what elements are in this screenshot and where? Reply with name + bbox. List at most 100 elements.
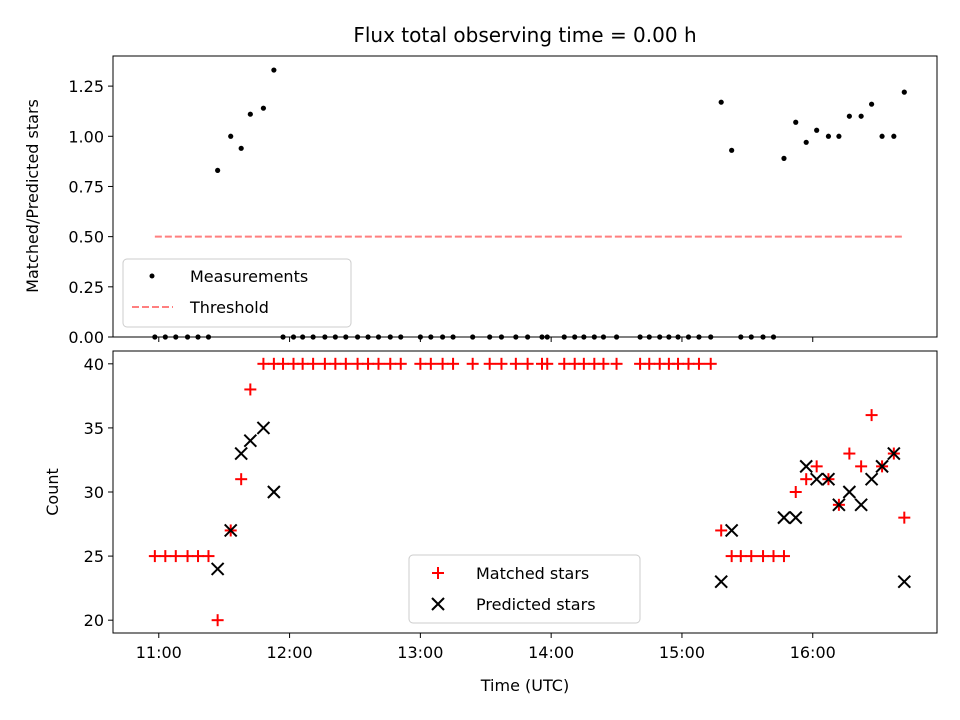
predicted-stars-point [724, 523, 739, 538]
matched-stars-point [307, 357, 320, 370]
bottom-panel: 20 25 30 35 40 11:00 12:00 13:00 14:00 15:00 16:00… [43, 350, 938, 695]
measurement-point [825, 133, 832, 139]
legend-matched-label: Matched stars [476, 564, 589, 583]
measurement-point [879, 133, 885, 139]
matched-stars-point [757, 550, 770, 563]
matched-stars-point [318, 357, 331, 370]
measurement-point [729, 147, 735, 153]
matched-stars-point [159, 550, 172, 563]
matched-stars-point [148, 550, 161, 563]
x-axis-label: Time (UTC) [480, 676, 569, 695]
matched-stars-point [235, 473, 248, 486]
matched-stars-point [692, 357, 705, 370]
bottom-y-tick-label: 30 [84, 483, 104, 502]
predicted-stars-point [842, 485, 857, 499]
matched-stars-point [414, 357, 427, 370]
matched-stars-point [296, 357, 309, 370]
top-legend-box [122, 258, 352, 328]
legend-measurements-marker [149, 273, 155, 279]
measurement-point [271, 67, 277, 73]
matched-stars-point [521, 357, 534, 370]
top-plot-area [152, 67, 907, 340]
matched-stars-point [810, 460, 823, 473]
matched-stars-point [211, 614, 224, 627]
matched-stars-point [394, 357, 407, 370]
legend-threshold-label: Threshold [189, 298, 269, 317]
top-y-tick-label: 0.50 [68, 228, 104, 247]
matched-stars-point [329, 357, 342, 370]
matched-stars-point [202, 550, 215, 563]
legend-matched-marker [432, 567, 444, 579]
legend-predicted-label: Predicted stars [476, 595, 596, 614]
predicted-stars-point [789, 510, 803, 525]
top-legend: Measurements Threshold [122, 258, 352, 328]
matched-stars-point [483, 357, 496, 370]
predicted-stars-point [875, 459, 889, 474]
matched-stars-point [898, 511, 911, 524]
top-y-tick-label: 1.00 [68, 127, 104, 146]
x-tick-label: 13:00 [397, 643, 443, 662]
predicted-stars-point [864, 472, 879, 486]
top-y-tick-label: 0.00 [68, 328, 104, 347]
matched-stars-point [541, 357, 554, 370]
chart-title: Flux total observing time = 0.00 h [353, 23, 696, 47]
legend-predicted-marker [431, 597, 445, 611]
top-y-tick-label: 0.25 [68, 278, 104, 297]
predicted-stars-point [799, 459, 813, 474]
top-axes-frame [112, 55, 938, 338]
legend-measurements-label: Measurements [190, 267, 308, 286]
measurement-point [247, 111, 253, 117]
matched-stars-point [610, 357, 623, 370]
bottom-ticks: 20 25 30 35 40 11:00 12:00 13:00 14:00 15:00 16:00 [84, 355, 836, 662]
predicted-stars-point [897, 575, 912, 589]
x-tick-label: 16:00 [790, 643, 836, 662]
measurement-point [793, 119, 799, 125]
matched-stars-point [362, 357, 375, 370]
bottom-y-tick-label: 35 [84, 419, 104, 438]
matched-stars-point [424, 357, 437, 370]
measurement-point [228, 133, 234, 139]
predicted-stars-point [234, 446, 248, 461]
predicted-stars-point [832, 498, 846, 512]
matched-stars-point [244, 383, 257, 396]
measurement-point [803, 139, 809, 145]
matched-stars-point [789, 486, 802, 498]
matched-stars-point [800, 473, 813, 486]
bottom-legend: Matched stars Predicted stars [408, 554, 641, 624]
matched-stars-point [447, 357, 460, 370]
predicted-stars-point [224, 523, 238, 538]
measurement-point [814, 127, 820, 133]
bottom-legend-box [408, 554, 641, 624]
predicted-stars-point [714, 575, 728, 589]
measurement-point [781, 155, 787, 161]
matched-stars-point [777, 550, 790, 563]
predicted-stars-point [777, 510, 791, 525]
measurement-point [846, 113, 852, 119]
measurement-point [858, 113, 864, 119]
measurement-point [238, 145, 244, 151]
matched-stars-point [257, 357, 270, 370]
measurement-point [836, 133, 842, 139]
matched-stars-point [339, 357, 352, 370]
matched-stars-point [643, 357, 656, 370]
matched-stars-point [509, 357, 522, 370]
bottom-y-tick-label: 20 [84, 611, 104, 630]
predicted-stars-point [887, 446, 901, 461]
predicted-stars-point [821, 472, 836, 486]
matched-stars-point [277, 357, 290, 370]
matched-stars-point [192, 550, 205, 563]
matched-stars-point [558, 357, 571, 370]
predicted-stars-point [809, 472, 824, 486]
measurement-point [718, 99, 724, 105]
matched-stars-point [855, 460, 868, 473]
predicted-stars-point [267, 485, 281, 499]
matched-stars-point [767, 550, 780, 563]
matched-stars-point [745, 550, 758, 563]
bottom-plot-area [148, 357, 912, 627]
matched-stars-point [466, 357, 479, 370]
matched-stars-point [351, 357, 364, 370]
matched-stars-point [597, 357, 610, 370]
top-panel: 0.00 0.25 0.50 0.75 1.00 1.25 Matched/Predict… [23, 55, 938, 347]
predicted-stars-point [210, 562, 225, 576]
